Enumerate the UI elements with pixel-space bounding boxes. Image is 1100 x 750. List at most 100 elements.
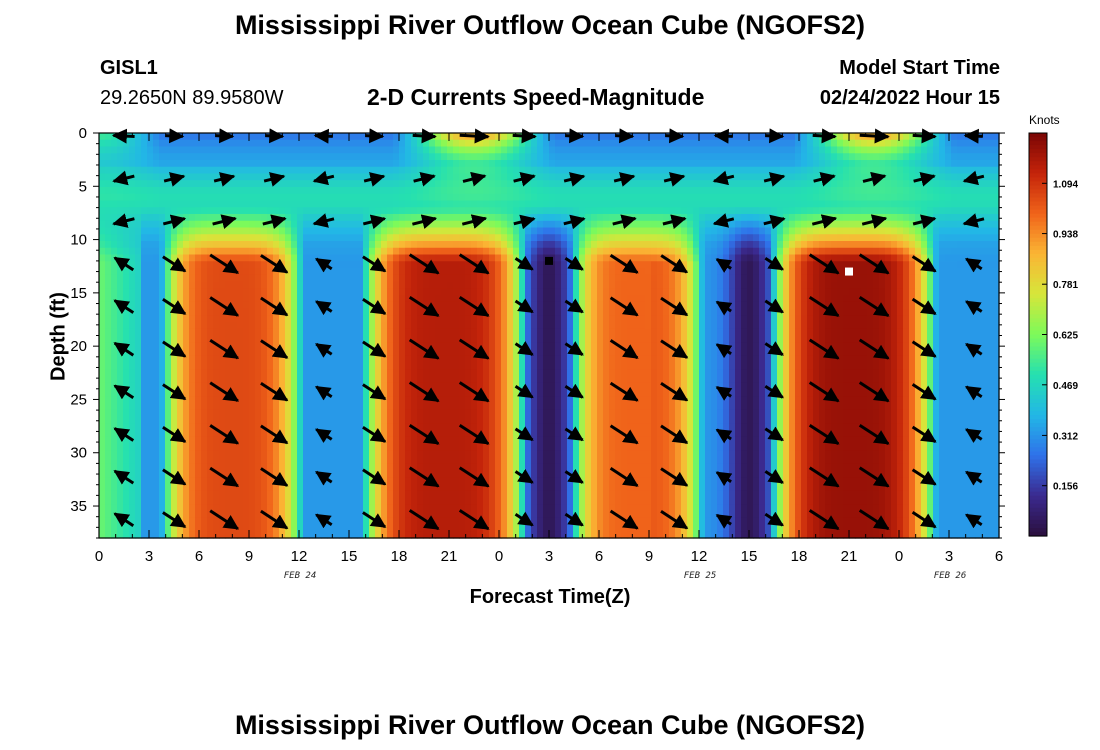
heatmap-cell (333, 254, 340, 262)
heatmap-cell (423, 450, 430, 458)
heatmap-cell (237, 153, 244, 161)
heatmap-cell (393, 342, 400, 350)
heatmap-cell (285, 166, 292, 175)
heatmap-cell (189, 160, 196, 168)
heatmap-cell (111, 396, 118, 404)
heatmap-cell (387, 295, 394, 303)
heatmap-cell (567, 274, 574, 283)
heatmap-cell (549, 342, 556, 350)
heatmap-cell (327, 322, 334, 330)
heatmap-cell (201, 207, 208, 215)
heatmap-cell (537, 504, 544, 512)
heatmap-cell (117, 524, 124, 532)
heatmap-cell (591, 436, 598, 445)
heatmap-cell (261, 166, 268, 175)
heatmap-cell (303, 484, 310, 492)
heatmap-cell (141, 193, 148, 202)
heatmap-cell (507, 490, 514, 499)
heatmap-cell (147, 504, 154, 512)
heatmap-cell (285, 200, 292, 208)
heatmap-cell (339, 389, 346, 397)
heatmap-cell (459, 463, 466, 472)
heatmap-cell (255, 484, 262, 492)
heatmap-cell (225, 463, 232, 472)
heatmap-cell (399, 214, 406, 222)
heatmap-cell (405, 382, 412, 391)
heatmap-cell (171, 504, 178, 512)
heatmap-cell (213, 396, 220, 404)
heatmap-cell (513, 315, 520, 323)
heatmap-cell (123, 382, 130, 391)
heatmap-cell (141, 409, 148, 418)
heatmap-cell (303, 187, 310, 195)
heatmap-cell (429, 342, 436, 350)
heatmap-cell (477, 153, 484, 161)
heatmap-cell (423, 139, 430, 148)
heatmap-cell (327, 227, 334, 235)
heatmap-cell (363, 504, 370, 512)
heatmap-cell (489, 511, 496, 519)
heatmap-cell (309, 234, 316, 242)
heatmap-cell (489, 139, 496, 148)
heatmap-cell (357, 450, 364, 458)
heatmap-cell (495, 247, 502, 256)
heatmap-cell (585, 288, 592, 296)
heatmap-cell (357, 511, 364, 519)
heatmap-cell (447, 214, 454, 222)
heatmap-cell (201, 369, 208, 377)
heatmap-cell (165, 497, 172, 505)
heatmap-cell (123, 484, 130, 492)
heatmap-cell (531, 227, 538, 235)
heatmap-cell (345, 349, 352, 357)
heatmap-cell (339, 349, 346, 357)
heatmap-cell (207, 376, 214, 384)
heatmap-cell (243, 214, 250, 222)
heatmap-cell (573, 450, 580, 458)
heatmap-cell (237, 403, 244, 411)
heatmap-cell (411, 376, 418, 384)
heatmap-cell (591, 349, 598, 357)
heatmap-cell (453, 133, 460, 141)
heatmap-cell (561, 180, 568, 188)
heatmap-cell (561, 436, 568, 445)
heatmap-cell (369, 362, 376, 370)
heatmap-cell (309, 153, 316, 161)
heatmap-cell (591, 328, 598, 337)
heatmap-cell (435, 382, 442, 391)
heatmap-cell (477, 362, 484, 370)
heatmap-cell (375, 166, 382, 175)
heatmap-cell (291, 268, 298, 276)
heatmap-cell (441, 254, 448, 262)
heatmap-cell (459, 430, 466, 438)
heatmap-cell (213, 227, 220, 235)
heatmap-cell (411, 436, 418, 445)
heatmap-cell (543, 409, 550, 418)
heatmap-cell (501, 457, 508, 465)
heatmap-cell (333, 322, 340, 330)
heatmap-cell (447, 477, 454, 485)
heatmap-cell (489, 416, 496, 424)
heatmap-cell (567, 450, 574, 458)
heatmap-cell (327, 328, 334, 337)
heatmap-cell (183, 153, 190, 161)
heatmap-cell (579, 504, 586, 512)
heatmap-cell (423, 355, 430, 364)
heatmap-cell (255, 173, 262, 181)
heatmap-cell (465, 146, 472, 154)
heatmap-cell (123, 247, 130, 256)
heatmap-cell (471, 450, 478, 458)
heatmap-cell (441, 443, 448, 451)
heatmap-cell (465, 180, 472, 188)
heatmap-cell (351, 511, 358, 519)
heatmap-cell (375, 227, 382, 235)
heatmap-cell (141, 315, 148, 323)
heatmap-cell (465, 254, 472, 262)
heatmap-cell (99, 146, 106, 154)
heatmap-cell (363, 457, 370, 465)
heatmap-cell (489, 268, 496, 276)
heatmap-cell (159, 187, 166, 195)
heatmap-cell (537, 450, 544, 458)
heatmap-cell (555, 180, 562, 188)
heatmap-cell (291, 497, 298, 505)
heatmap-cell (351, 254, 358, 262)
